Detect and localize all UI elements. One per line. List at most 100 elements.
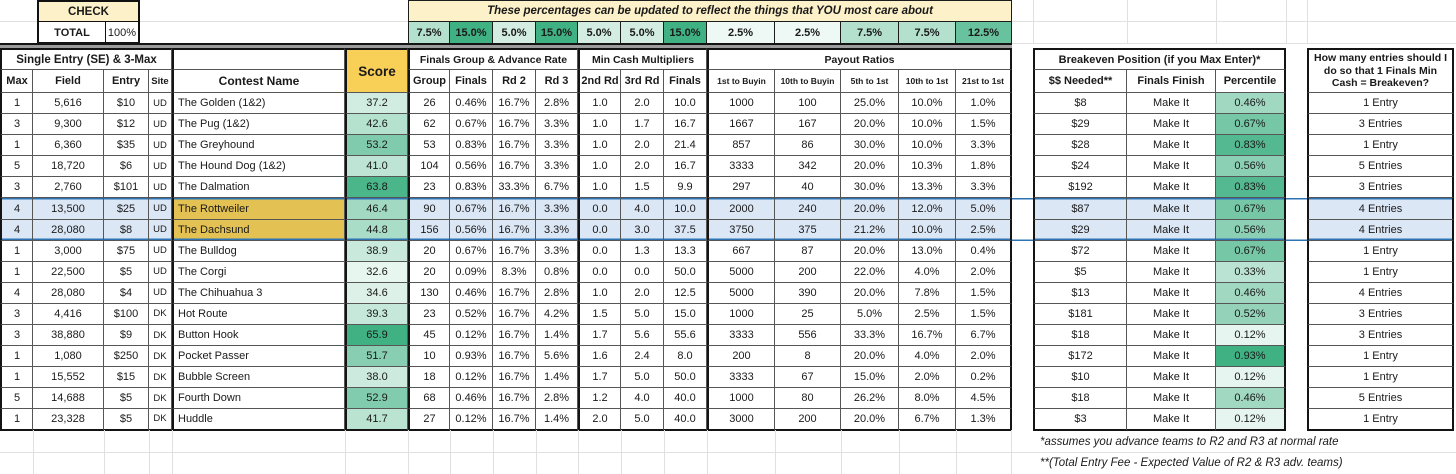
- cell-r10b[interactable]: 200: [775, 409, 841, 431]
- cell-max[interactable]: 4: [0, 219, 33, 241]
- col-header-site[interactable]: Site: [149, 70, 172, 93]
- cell-needed[interactable]: $3: [1033, 409, 1127, 431]
- cell-r10b[interactable]: 80: [775, 388, 841, 410]
- cell-m3[interactable]: 4.0: [621, 388, 664, 410]
- cell-finish[interactable]: Make It: [1127, 198, 1216, 220]
- cell-r21[interactable]: 1.8%: [956, 156, 1012, 178]
- cell-finals[interactable]: 0.46%: [450, 388, 493, 410]
- cell-rd2[interactable]: 16.7%: [493, 93, 536, 115]
- cell-finish[interactable]: Make It: [1127, 346, 1216, 368]
- cell-r1b[interactable]: 200: [707, 346, 775, 368]
- cell-group[interactable]: 23: [408, 303, 450, 326]
- cell-score[interactable]: 51.7: [345, 346, 408, 368]
- cell-finish[interactable]: Make It: [1127, 177, 1216, 199]
- cell-rd3[interactable]: 6.7%: [536, 177, 578, 199]
- cell-entries[interactable]: 5 Entries: [1307, 156, 1454, 178]
- cell-field[interactable]: 14,688: [33, 388, 104, 410]
- total-label-cell[interactable]: TOTAL: [39, 22, 106, 43]
- cell-r10[interactable]: 10.0%: [899, 135, 956, 157]
- cell-field[interactable]: 28,080: [33, 219, 104, 241]
- cell-r1b[interactable]: 297: [707, 177, 775, 199]
- cell-needed[interactable]: $192: [1033, 177, 1127, 199]
- cell-m2[interactable]: 1.0: [578, 135, 621, 157]
- cell-entry[interactable]: $8: [104, 219, 149, 241]
- cell-r10[interactable]: 6.7%: [899, 409, 956, 431]
- cell-entry[interactable]: $101: [104, 177, 149, 199]
- cell-field[interactable]: 5,616: [33, 93, 104, 115]
- cell-r10b[interactable]: 342: [775, 156, 841, 178]
- cell-max[interactable]: 5: [0, 156, 33, 178]
- cell-entry[interactable]: $4: [104, 282, 149, 304]
- cell-needed[interactable]: $13: [1033, 282, 1127, 304]
- weight-cell[interactable]: 7.5%: [408, 21, 450, 44]
- col-header-field[interactable]: Field: [33, 70, 104, 93]
- cell-entry[interactable]: $6: [104, 156, 149, 178]
- cell-m2[interactable]: 2.0: [578, 409, 621, 431]
- cell-max[interactable]: 1: [0, 367, 33, 389]
- weight-cell[interactable]: 15.0%: [664, 21, 707, 44]
- cell-finals[interactable]: 0.09%: [450, 261, 493, 283]
- col-header-entry[interactable]: Entry: [104, 70, 149, 93]
- col-header-rd3[interactable]: Rd 3: [536, 70, 578, 93]
- cell-field[interactable]: 2,760: [33, 177, 104, 199]
- cell-needed[interactable]: $18: [1033, 325, 1127, 347]
- weight-cell[interactable]: 2.5%: [707, 21, 775, 44]
- cell-r10b[interactable]: 40: [775, 177, 841, 199]
- cell-contest[interactable]: The Hound Dog (1&2): [172, 156, 345, 178]
- cell-entries[interactable]: 1 Entry: [1307, 409, 1454, 431]
- cell-r10b[interactable]: 25: [775, 303, 841, 326]
- cell-field[interactable]: 28,080: [33, 282, 104, 304]
- cell-entry[interactable]: $100: [104, 303, 149, 326]
- col-header-2nd-rd[interactable]: 2nd Rd: [578, 70, 621, 93]
- weights-banner[interactable]: These percentages can be updated to refl…: [408, 0, 1012, 22]
- cell-site[interactable]: UD: [149, 177, 172, 199]
- cell-r10b[interactable]: 87: [775, 240, 841, 262]
- cell-rd3[interactable]: 1.4%: [536, 367, 578, 389]
- cell-r5[interactable]: 20.0%: [841, 156, 899, 178]
- cell-group[interactable]: 27: [408, 409, 450, 431]
- cell-r21[interactable]: 1.5%: [956, 303, 1012, 326]
- cell-entries[interactable]: 4 Entries: [1307, 282, 1454, 304]
- cell-max[interactable]: 1: [0, 346, 33, 368]
- cell-finish[interactable]: Make It: [1127, 367, 1216, 389]
- cell-entry[interactable]: $12: [104, 114, 149, 136]
- cell-r21[interactable]: 5.0%: [956, 198, 1012, 220]
- contest-header-spacer[interactable]: [172, 48, 345, 70]
- cell-m2[interactable]: 1.5: [578, 303, 621, 326]
- cell-entry[interactable]: $9: [104, 325, 149, 347]
- footnote-advance-rate[interactable]: *assumes you advance teams to R2 and R3 …: [1040, 435, 1339, 448]
- cell-contest[interactable]: Fourth Down: [172, 388, 345, 410]
- weight-cell[interactable]: 15.0%: [536, 21, 578, 44]
- cell-site[interactable]: DK: [149, 388, 172, 410]
- cell-rd3[interactable]: 3.3%: [536, 135, 578, 157]
- cell-finish[interactable]: Make It: [1127, 156, 1216, 178]
- cell-r10b[interactable]: 375: [775, 219, 841, 241]
- cell-rd2[interactable]: 16.7%: [493, 198, 536, 220]
- cell-max[interactable]: 1: [0, 93, 33, 115]
- cell-pct[interactable]: 0.83%: [1216, 135, 1286, 157]
- cell-site[interactable]: UD: [149, 114, 172, 136]
- cell-r10[interactable]: 13.0%: [899, 240, 956, 262]
- cell-field[interactable]: 18,720: [33, 156, 104, 178]
- cell-contest[interactable]: Button Hook: [172, 325, 345, 347]
- cell-m3[interactable]: 2.0: [621, 93, 664, 115]
- cell-r21[interactable]: 0.2%: [956, 367, 1012, 389]
- cell-pct[interactable]: 0.12%: [1216, 409, 1286, 431]
- cell-rd2[interactable]: 16.7%: [493, 409, 536, 431]
- cell-m3[interactable]: 1.5: [621, 177, 664, 199]
- section-title[interactable]: Single Entry (SE) & 3-Max: [0, 48, 172, 70]
- cell-m2[interactable]: 1.0: [578, 177, 621, 199]
- cell-r10[interactable]: 4.0%: [899, 346, 956, 368]
- cell-rd3[interactable]: 1.4%: [536, 409, 578, 431]
- cell-r1b[interactable]: 1000: [707, 388, 775, 410]
- cell-pct[interactable]: 0.83%: [1216, 177, 1286, 199]
- cell-score[interactable]: 38.9: [345, 240, 408, 262]
- cell-group[interactable]: 10: [408, 346, 450, 368]
- cell-r10b[interactable]: 240: [775, 198, 841, 220]
- cell-r5[interactable]: 26.2%: [841, 388, 899, 410]
- cell-finals[interactable]: 0.12%: [450, 367, 493, 389]
- col-header-contest[interactable]: Contest Name: [172, 70, 345, 93]
- cell-m3[interactable]: 4.0: [621, 198, 664, 220]
- cell-finals[interactable]: 0.83%: [450, 135, 493, 157]
- cell-score[interactable]: 63.8: [345, 177, 408, 199]
